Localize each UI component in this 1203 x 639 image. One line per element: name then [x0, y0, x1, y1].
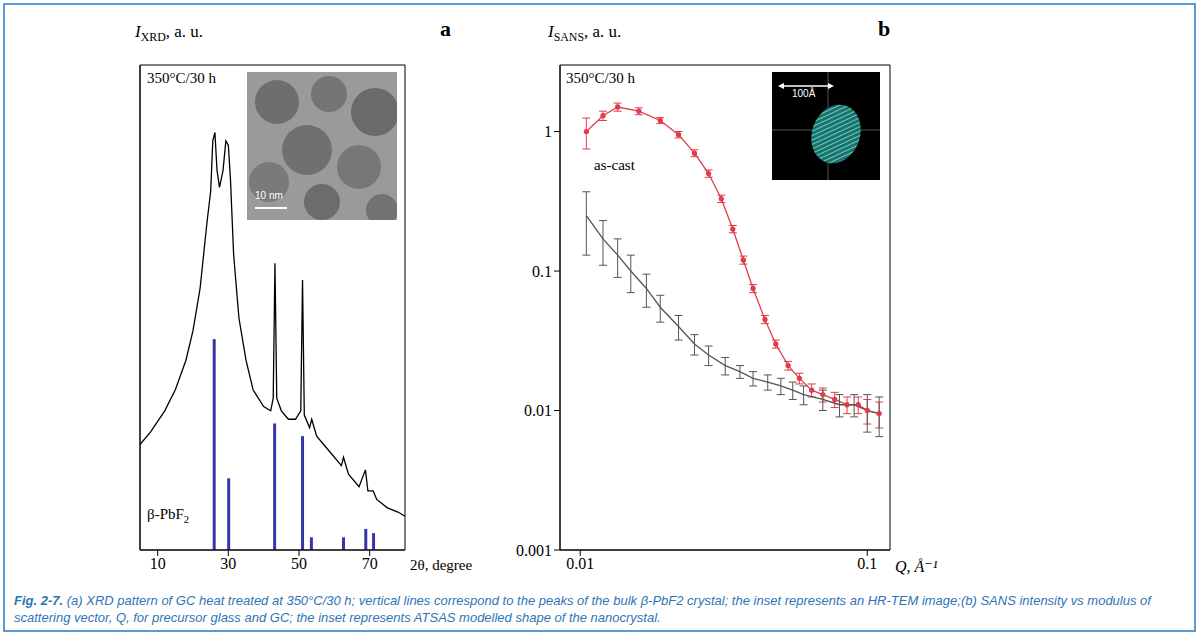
html-text:100Å: 100Å — [792, 88, 816, 99]
html-text:350°C/30 h: 350°C/30 h — [147, 70, 216, 86]
svg-text:0.01: 0.01 — [524, 402, 552, 419]
html-text:Fig. 2-7. (a) XRD pattern of G: Fig. 2-7. (a) XRD pattern of GC heat tre… — [14, 593, 1151, 625]
html-text:ISANS, a. u.: ISANS, a. u. — [548, 22, 622, 45]
svg-text:0.001: 0.001 — [516, 542, 552, 559]
html-text:IXRD, a. u.: IXRD, a. u. — [135, 22, 204, 45]
html-text:10 nm: 10 nm — [255, 190, 283, 201]
html-text:Q, Å⁻¹: Q, Å⁻¹ — [895, 558, 938, 575]
html-text:as-cast: as-cast — [594, 157, 635, 173]
svg-text:0.01: 0.01 — [566, 555, 594, 572]
html-text:a: a — [440, 16, 451, 41]
svg-text:1: 1 — [544, 123, 552, 140]
html-text:2θ, degree: 2θ, degree — [410, 557, 473, 573]
svg-text:0.1: 0.1 — [532, 263, 552, 280]
svg-text:50: 50 — [291, 555, 307, 572]
html-text:b: b — [878, 16, 891, 41]
html-text:β-PbF2: β-PbF2 — [147, 506, 190, 525]
svg-text:10: 10 — [150, 555, 166, 572]
svg-text:30: 30 — [220, 555, 236, 572]
svg-text:0.1: 0.1 — [857, 555, 877, 572]
svg-text:70: 70 — [362, 555, 378, 572]
html-text:350°C/30 h: 350°C/30 h — [566, 70, 635, 86]
